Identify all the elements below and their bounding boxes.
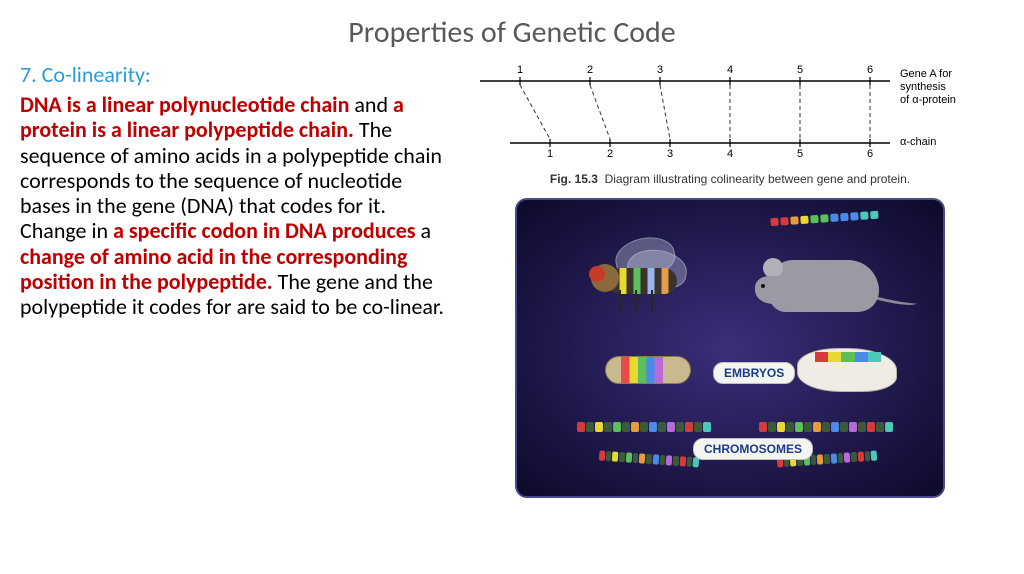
content-area: 7. Co-linearity: DNA is a linear polynuc… <box>0 61 1024 498</box>
figure-caption-text: Diagram illustrating colinearity between… <box>605 172 911 186</box>
chromosome-left-2 <box>599 451 699 468</box>
mouse-icon <box>755 236 905 326</box>
svg-text:1: 1 <box>517 64 523 76</box>
figure-column: 1 1 2 2 3 3 4 4 5 5 6 6 Gene A for synthesis of α-p… <box>460 61 1000 498</box>
svg-text:2: 2 <box>607 148 613 160</box>
chromosome-right-1 <box>759 422 899 432</box>
colinearity-diagram: 1 1 2 2 3 3 4 4 5 5 6 6 Gene A for synthesis of α-p… <box>470 63 990 168</box>
svg-text:6: 6 <box>867 64 873 76</box>
svg-text:3: 3 <box>657 64 663 76</box>
colinearity-svg: 1 1 2 2 3 3 4 4 5 5 6 6 Gene A for synthesis of α-p… <box>470 63 990 168</box>
text-2: and <box>349 91 393 118</box>
chromosomes-label: CHROMOSOMES <box>693 438 813 460</box>
svg-text:1: 1 <box>547 148 553 160</box>
figure-number: Fig. 15.3 <box>550 172 598 186</box>
svg-text:3: 3 <box>667 148 673 160</box>
page-title: Properties of Genetic Code <box>0 0 1024 61</box>
svg-text:of α-protein: of α-protein <box>900 94 956 106</box>
svg-text:2: 2 <box>587 64 593 76</box>
chromosome-left-1 <box>577 422 717 432</box>
fruit-fly-icon <box>587 244 697 314</box>
svg-text:4: 4 <box>727 148 733 160</box>
body-paragraph: DNA is a linear polynucleotide chain and… <box>20 92 450 320</box>
text-6: a <box>416 217 432 244</box>
alpha-chain-label: α-chain <box>900 136 936 148</box>
embryos-label: EMBRYOS <box>713 362 795 384</box>
svg-text:synthesis: synthesis <box>900 81 946 93</box>
embryo-stripe <box>815 352 881 362</box>
emphasis-1: DNA is a linear polynucleotide chain <box>20 91 349 118</box>
diagram-caption: Fig. 15.3 Diagram illustrating colineari… <box>550 172 910 186</box>
organism-illustration: EMBRYOS CHROMOSOMES <box>515 198 945 498</box>
section-subtitle: 7. Co-linearity: <box>20 61 450 88</box>
larva-embryo-icon <box>605 356 691 384</box>
svg-text:5: 5 <box>797 64 803 76</box>
svg-text:4: 4 <box>727 64 733 76</box>
emphasis-5: a specific codon in DNA produces <box>113 217 416 244</box>
svg-text:Gene A for: Gene A for <box>900 68 952 80</box>
text-column: 7. Co-linearity: DNA is a linear polynuc… <box>20 61 460 498</box>
svg-text:6: 6 <box>867 148 873 160</box>
svg-text:5: 5 <box>797 148 803 160</box>
